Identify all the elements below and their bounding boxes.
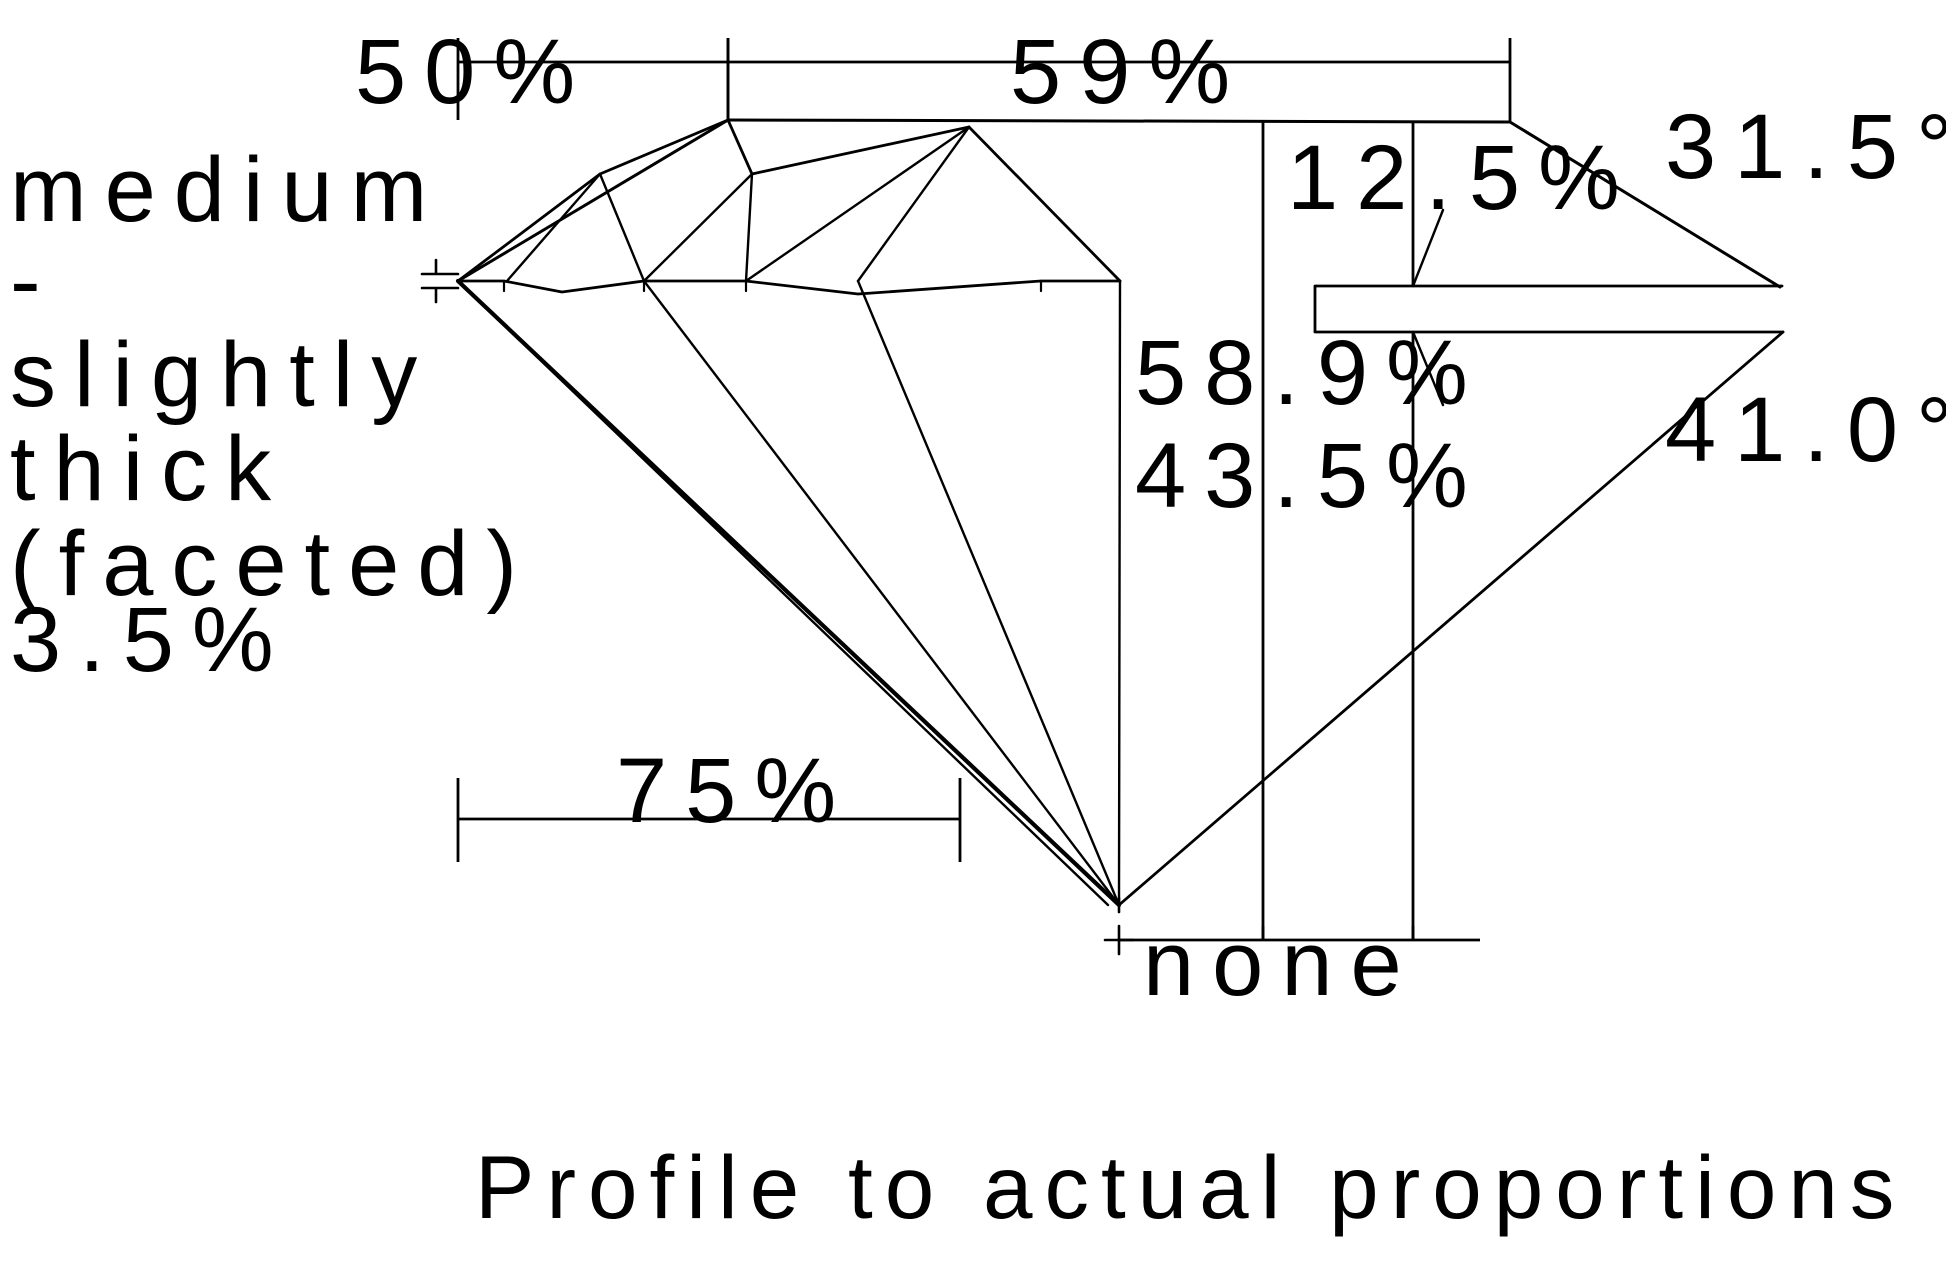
svg-text:medium: medium <box>10 139 445 241</box>
svg-text:59%: 59% <box>1010 21 1248 123</box>
svg-text:-: - <box>10 230 59 332</box>
svg-text:43.5%: 43.5% <box>1135 425 1486 527</box>
svg-text:75%: 75% <box>616 740 854 842</box>
svg-text:41.0°: 41.0° <box>1665 379 1946 481</box>
svg-text:Profile to actual proportions: Profile to actual proportions <box>475 1137 1906 1237</box>
svg-text:3.5%: 3.5% <box>10 589 292 691</box>
svg-text:58.9%: 58.9% <box>1135 322 1486 424</box>
svg-text:slightly: slightly <box>10 324 435 426</box>
svg-text:none: none <box>1143 913 1420 1015</box>
svg-text:31.5°: 31.5° <box>1665 96 1946 198</box>
svg-text:12.5%: 12.5% <box>1287 127 1638 229</box>
svg-text:thick: thick <box>10 418 289 520</box>
svg-text:50%: 50% <box>355 21 593 123</box>
